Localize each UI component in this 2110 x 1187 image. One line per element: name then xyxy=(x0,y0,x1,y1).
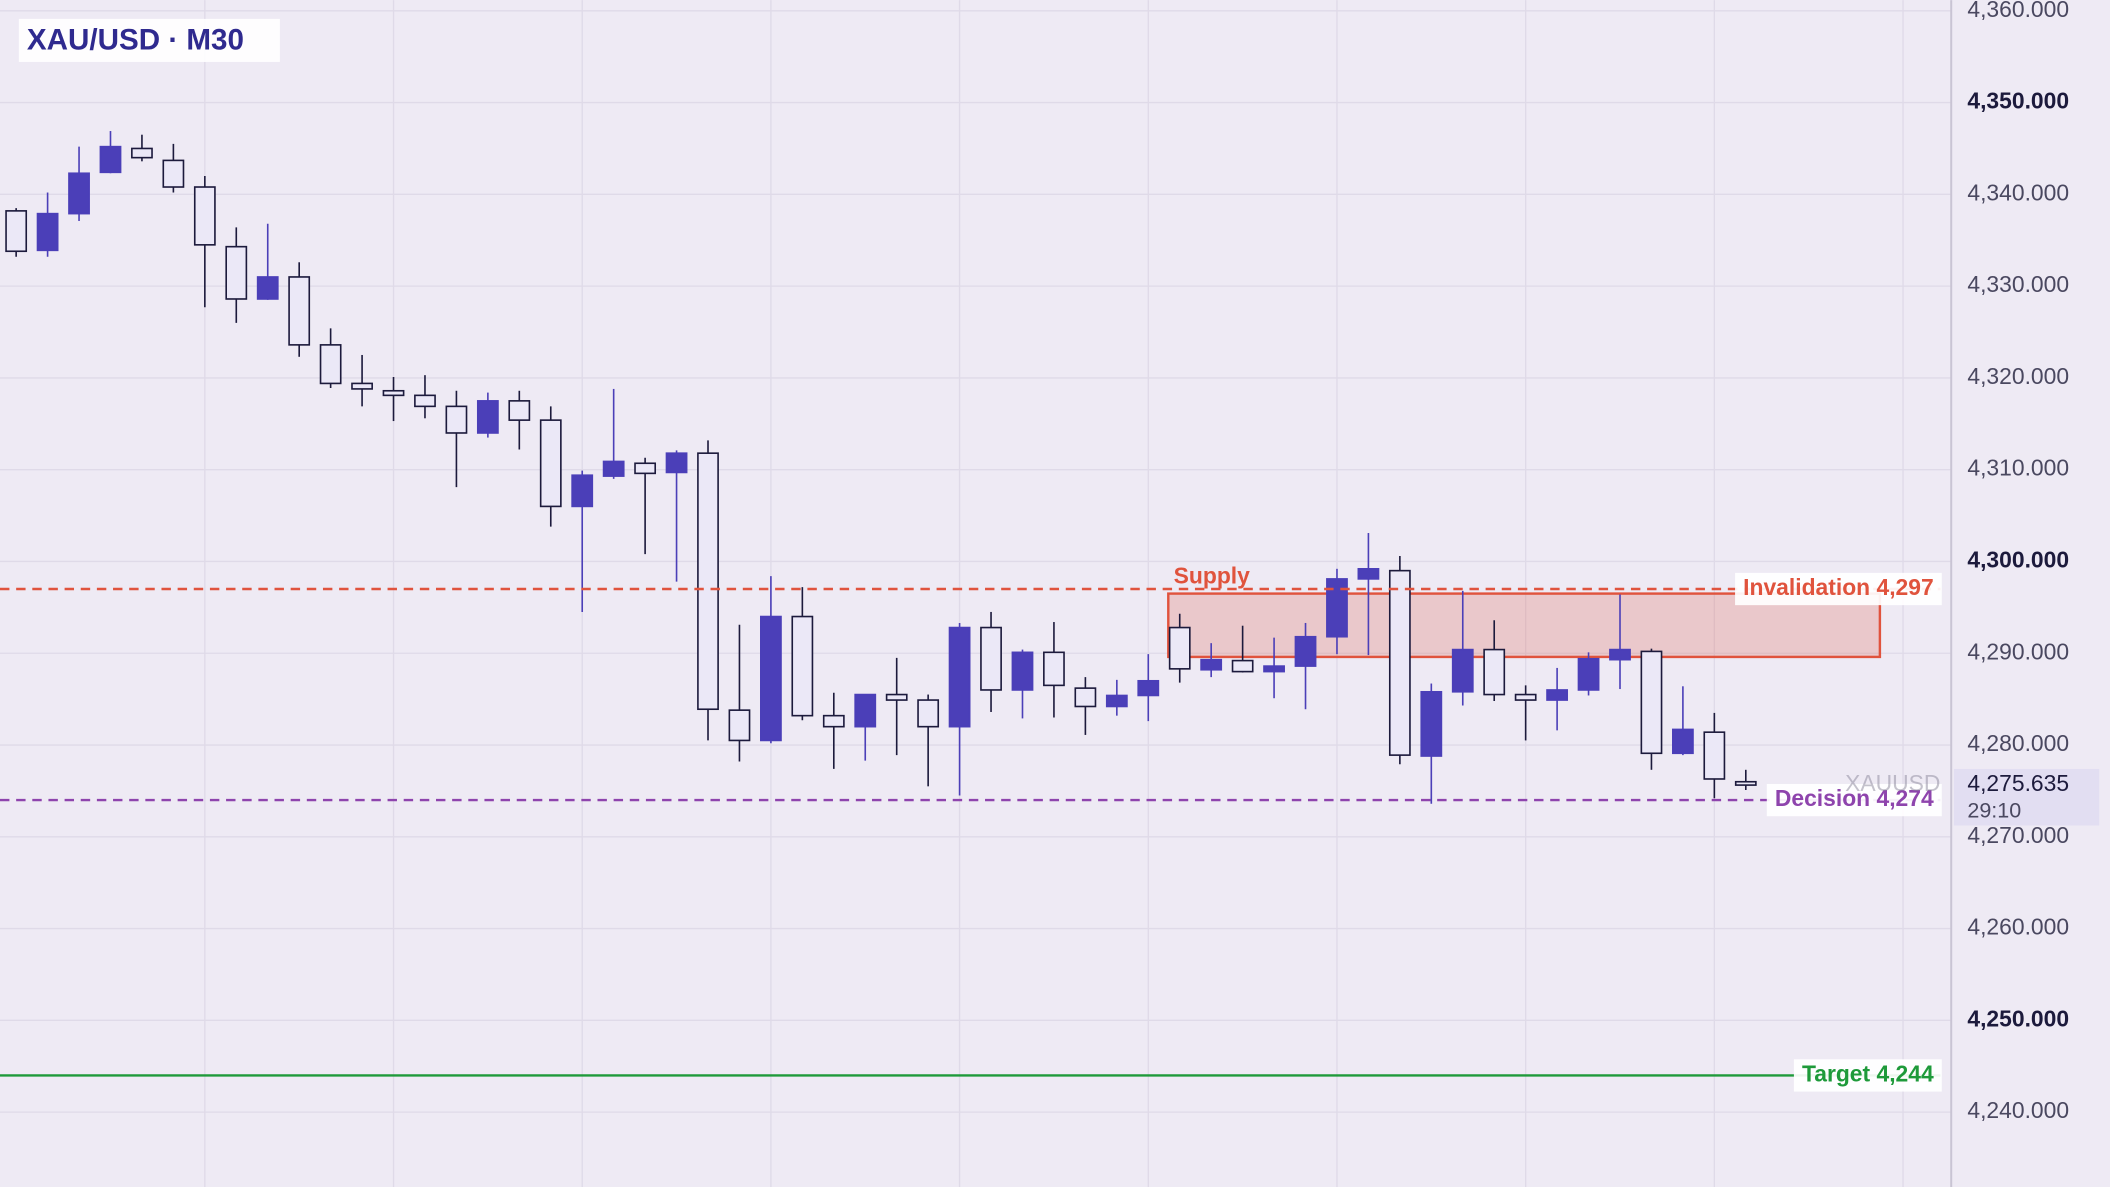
zone-label: Supply xyxy=(1174,562,1250,588)
symbol-label: XAUUSD xyxy=(1845,770,1940,796)
candle-body xyxy=(1546,689,1569,701)
candle-body xyxy=(1514,693,1537,701)
candle-body xyxy=(1388,569,1411,756)
candle-body xyxy=(131,147,153,159)
candle-body xyxy=(162,159,185,188)
plot: Supply Invalidation 4,297 Decision 4,274 Ta… xyxy=(0,131,1942,1092)
candle-body xyxy=(1263,665,1285,673)
y-tick-label: 4,310.000 xyxy=(1967,455,2069,481)
price-axis: 4,240.000 4,250.000 4,260.000 4,270.000 4,28… xyxy=(1953,0,2100,1123)
candle-body xyxy=(5,210,28,253)
y-tick-label: 4,270.000 xyxy=(1967,822,2069,848)
candle-body xyxy=(1168,626,1191,670)
candle-body xyxy=(1577,657,1600,691)
candle-body xyxy=(288,276,311,346)
candle-body xyxy=(1105,694,1128,708)
y-tick-label: 4,260.000 xyxy=(1967,914,2069,940)
candle-body xyxy=(445,405,468,434)
y-tick-label: 4,290.000 xyxy=(1967,638,2069,664)
candle-body xyxy=(1734,780,1757,786)
candle-body xyxy=(539,419,562,508)
level-label: Decision 4,274 xyxy=(1775,785,1934,811)
candle-body xyxy=(382,389,405,397)
candle-body xyxy=(1043,651,1065,687)
candle-body xyxy=(917,699,940,728)
candle-body xyxy=(414,394,436,408)
candle-body xyxy=(1074,687,1097,708)
y-tick-label: 4,350.000 xyxy=(1967,88,2069,114)
last-price-label: 4,275.635 xyxy=(1967,770,2069,796)
y-tick-label: 4,320.000 xyxy=(1967,363,2069,389)
candle-body xyxy=(602,460,625,477)
candle-body xyxy=(351,382,373,390)
candle-body xyxy=(1200,658,1223,671)
countdown: 29:10 xyxy=(1967,799,2021,823)
y-tick-label: 4,280.000 xyxy=(1967,730,2069,756)
candle-body xyxy=(760,615,782,742)
y-tick-label: 4,330.000 xyxy=(1967,271,2069,297)
candle-body xyxy=(1137,679,1160,697)
candle-body xyxy=(728,709,751,742)
candle-body xyxy=(665,452,688,474)
y-tick-label: 4,240.000 xyxy=(1967,1097,2069,1123)
last-price-bg xyxy=(1953,768,2100,826)
level-label-bg xyxy=(1793,1059,1942,1092)
candle-body xyxy=(1231,659,1254,673)
candle-body xyxy=(1357,568,1380,580)
candle-body xyxy=(68,172,90,215)
y-tick-label: 4,250.000 xyxy=(1967,1005,2069,1031)
candle-body xyxy=(476,400,499,434)
candle-body xyxy=(885,693,908,701)
candle-body xyxy=(1420,690,1443,757)
candle-body xyxy=(634,462,657,475)
candle-body xyxy=(225,245,248,300)
candle-body xyxy=(256,276,279,300)
candle-body xyxy=(36,212,59,252)
chart-title: XAU/USD · M30 xyxy=(27,24,244,57)
candle-body xyxy=(1703,731,1726,780)
candle-body xyxy=(1672,728,1694,755)
candle-body xyxy=(697,452,719,711)
candle-body xyxy=(1294,635,1317,667)
level-label-bg xyxy=(1735,572,1942,606)
candle-body xyxy=(948,626,971,728)
candle-body xyxy=(791,615,814,717)
candle-body xyxy=(508,400,531,421)
candle-body xyxy=(1451,648,1474,693)
candle-body xyxy=(854,693,877,728)
candle-body xyxy=(193,186,216,246)
candle-body xyxy=(1640,650,1663,755)
level-label-bg xyxy=(1766,783,1942,817)
y-tick-label: 4,300.000 xyxy=(1967,547,2069,573)
y-tick-label: 4,340.000 xyxy=(1967,179,2069,205)
y-tick-label: 4,360.000 xyxy=(1967,0,2069,22)
candle-body xyxy=(1326,578,1348,638)
candle-body xyxy=(99,145,122,174)
candle-body xyxy=(319,344,342,385)
candle-body xyxy=(1483,648,1506,696)
level-label: Target 4,244 xyxy=(1802,1060,1934,1086)
candle-body xyxy=(571,474,594,508)
candle-body xyxy=(1011,651,1034,691)
title-bg xyxy=(18,18,280,62)
level-label: Invalidation 4,297 xyxy=(1743,574,1934,600)
candle-body xyxy=(980,626,1002,691)
candle-body xyxy=(1609,648,1631,661)
candle-body xyxy=(822,714,845,728)
